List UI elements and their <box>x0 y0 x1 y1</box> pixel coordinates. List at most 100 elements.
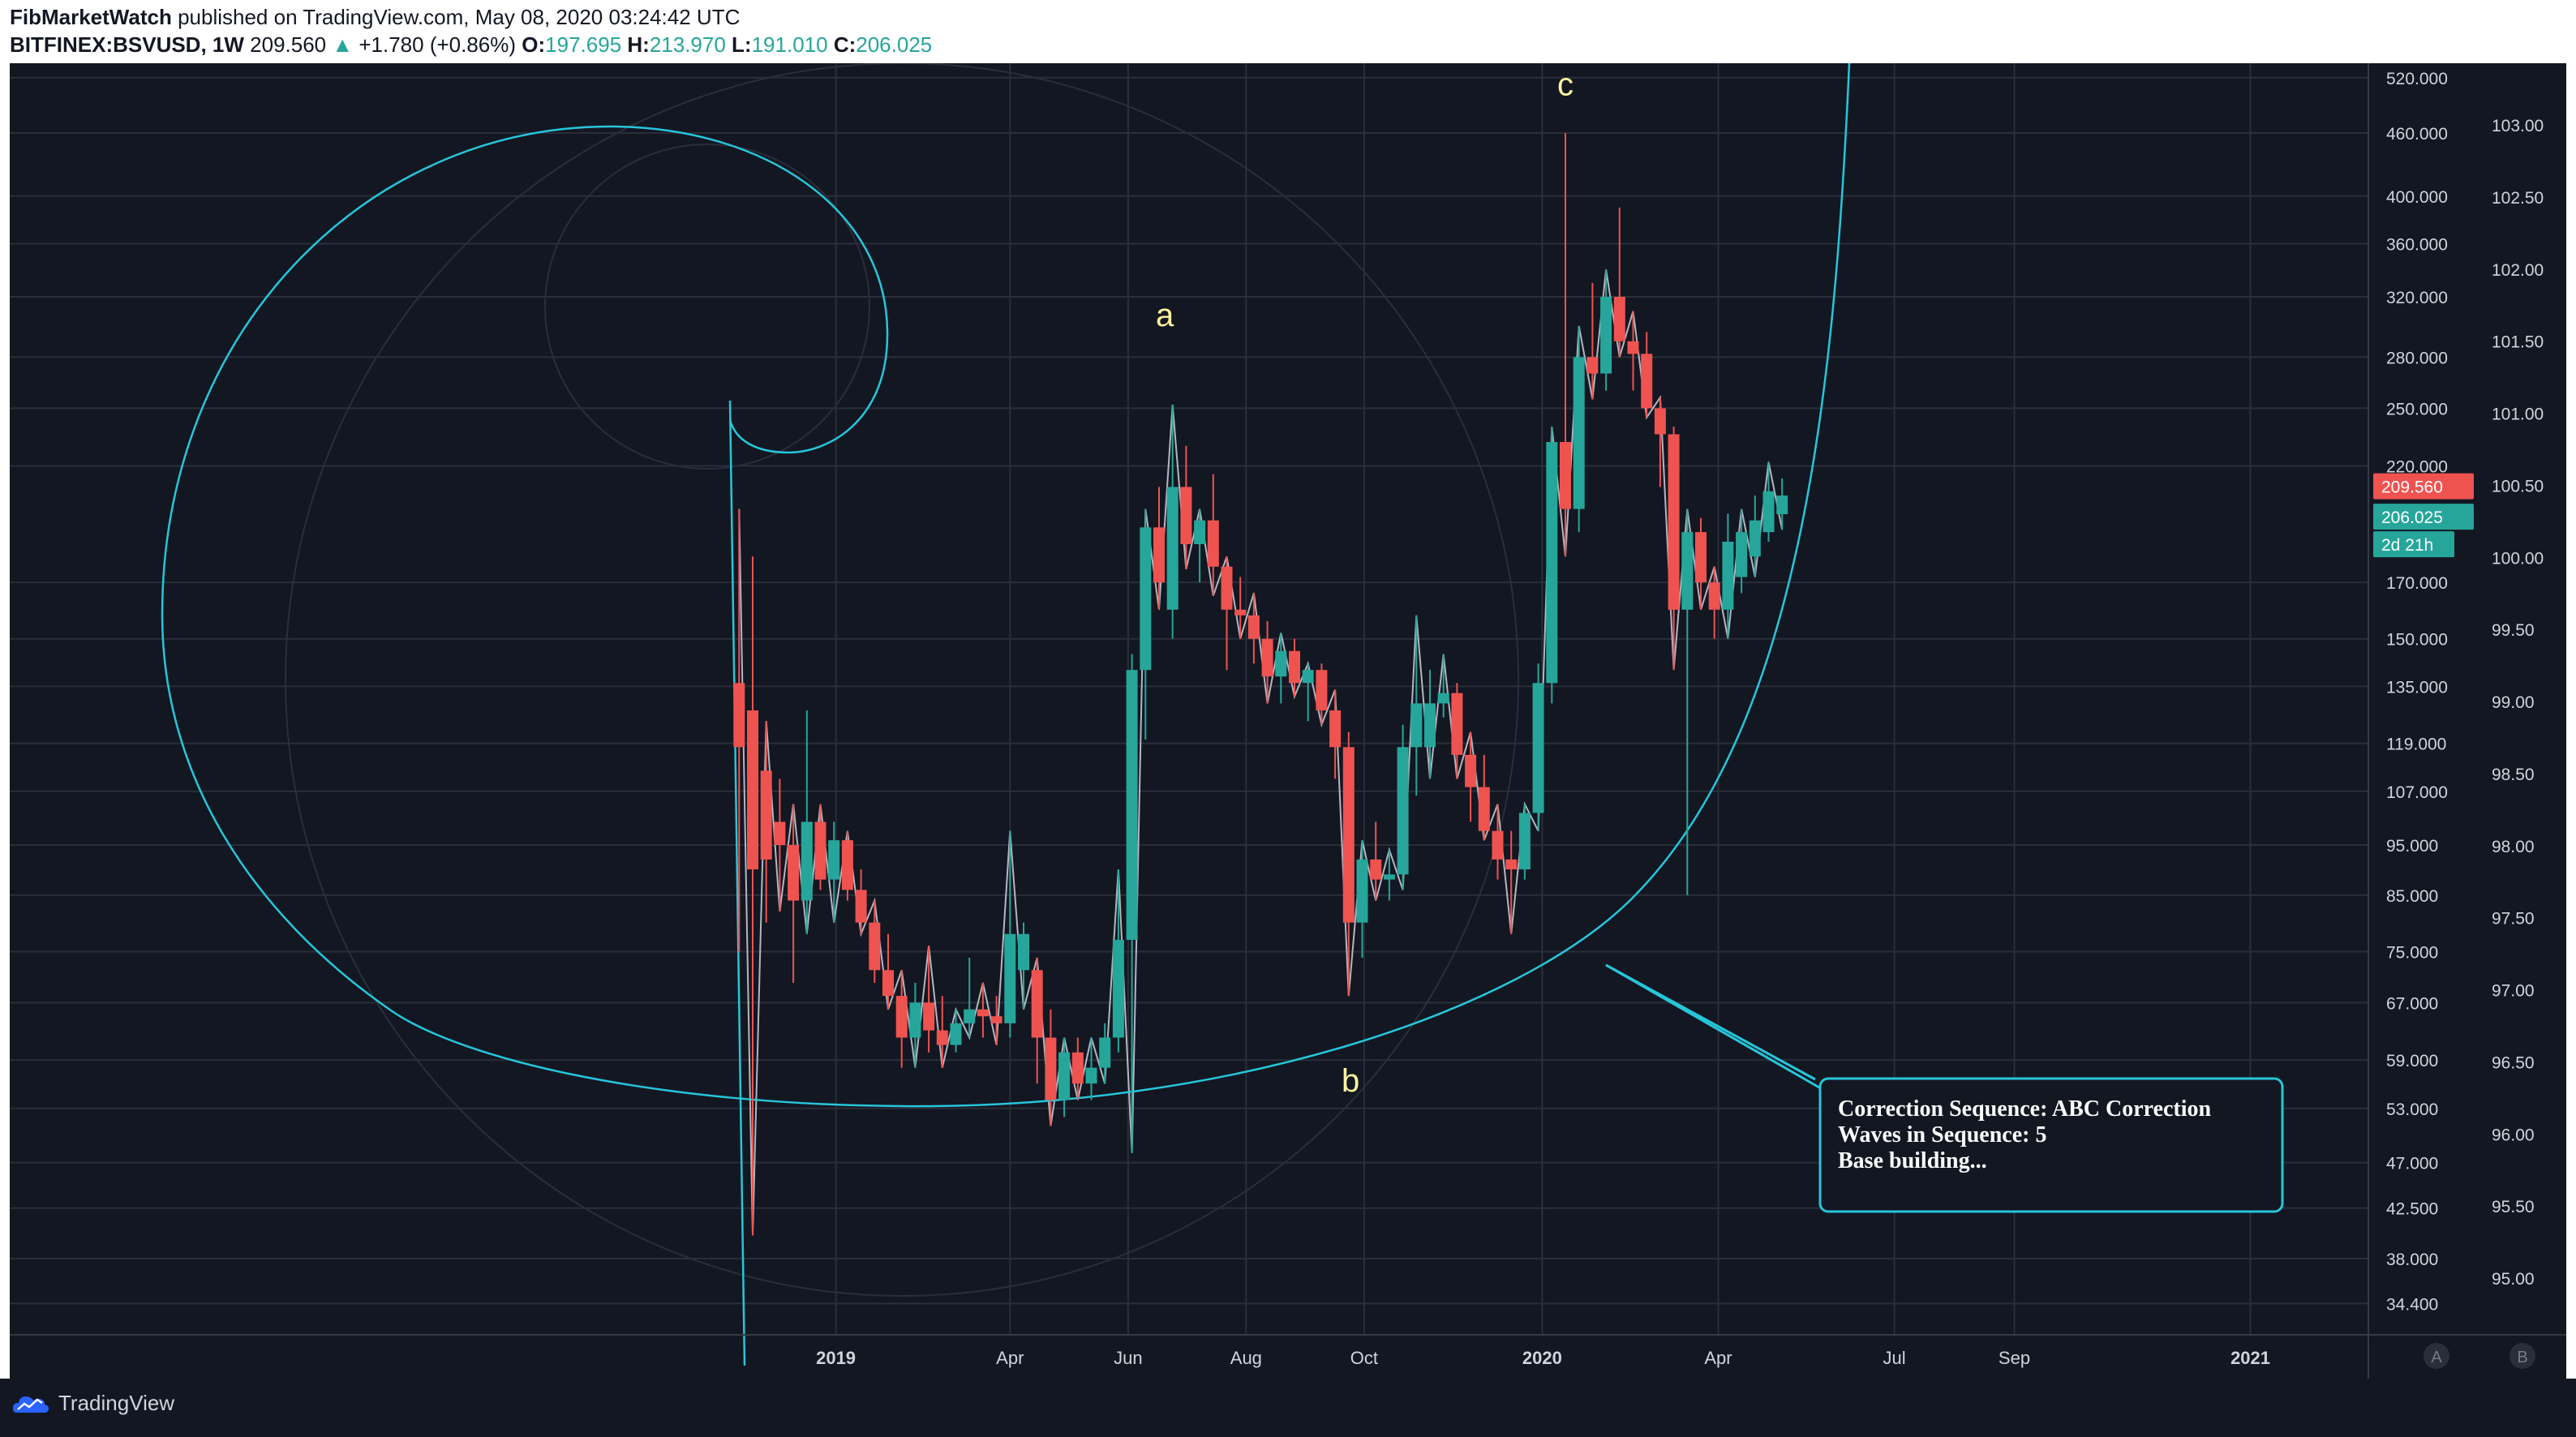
candle-down[interactable] <box>869 922 881 971</box>
author-name[interactable]: FibMarketWatch <box>10 5 172 29</box>
candle-down[interactable] <box>1478 787 1490 831</box>
candle-down[interactable] <box>1492 830 1504 860</box>
candle-up[interactable] <box>1018 933 1029 971</box>
price-tick-label: 119.000 <box>2386 736 2446 754</box>
candle-down[interactable] <box>1708 582 1720 610</box>
candle-down[interactable] <box>1370 859 1382 880</box>
candle-up[interactable] <box>1397 747 1409 875</box>
secondary-tick-label: 102.00 <box>2492 261 2544 280</box>
candle-up[interactable] <box>1681 532 1694 610</box>
candle-up[interactable] <box>1356 859 1368 923</box>
candle-down[interactable] <box>788 844 800 901</box>
candle-up[interactable] <box>1112 939 1124 1038</box>
price-tag <box>2373 504 2474 530</box>
price-tag <box>2373 531 2454 558</box>
candle-down[interactable] <box>1153 527 1165 583</box>
candle-up[interactable] <box>1275 650 1287 677</box>
price-tick-label: 59.000 <box>2386 1052 2438 1070</box>
candle-down[interactable] <box>1627 341 1639 354</box>
symbol-name[interactable]: BITFINEX:BSVUSD, 1W <box>10 32 244 57</box>
price-axis-panel[interactable] <box>2368 63 2566 1379</box>
candle-down[interactable] <box>1641 354 1653 409</box>
candle-down[interactable] <box>936 1030 948 1045</box>
candle-up[interactable] <box>950 1023 962 1045</box>
candle-up[interactable] <box>1518 813 1531 870</box>
candle-up[interactable] <box>1302 670 1314 684</box>
candle-up[interactable] <box>1410 703 1423 748</box>
price-tick-label: 280.000 <box>2386 349 2448 367</box>
candle-down[interactable] <box>1071 1052 1084 1084</box>
candle-down[interactable] <box>895 996 908 1038</box>
candle-down[interactable] <box>882 970 894 997</box>
candle-up[interactable] <box>1140 527 1152 671</box>
candle-up[interactable] <box>1546 441 1558 684</box>
candle-down[interactable] <box>1695 532 1707 583</box>
auto-scale-button[interactable] <box>2424 1343 2449 1369</box>
candle-down[interactable] <box>814 821 826 880</box>
candle-down[interactable] <box>1316 670 1328 711</box>
candle-up[interactable] <box>1600 296 1612 374</box>
price-tick-label: 67.000 <box>2386 994 2438 1013</box>
candle-down[interactable] <box>1654 408 1666 435</box>
candle-up[interactable] <box>1437 693 1449 704</box>
secondary-tick-label: 102.50 <box>2492 189 2544 208</box>
candle-up[interactable] <box>909 1002 921 1038</box>
candle-down[interactable] <box>1031 970 1043 1038</box>
candle-down[interactable] <box>1234 609 1247 616</box>
candle-up[interactable] <box>1573 357 1585 509</box>
candle-up[interactable] <box>828 840 840 880</box>
annotation-box[interactable] <box>1818 1077 2284 1213</box>
price-tick-label: 85.000 <box>2386 887 2438 906</box>
candle-up[interactable] <box>1058 1052 1071 1100</box>
candle-down[interactable] <box>1560 441 1571 509</box>
candle-up[interactable] <box>801 821 813 901</box>
chart-pane[interactable]: a b c 520.000 460.000 400.000 360.000 320.000 2… <box>10 63 2566 1379</box>
candle-up[interactable] <box>964 1009 976 1023</box>
candle-up[interactable] <box>1722 542 1734 610</box>
candle-down[interactable] <box>855 890 867 923</box>
candle-down[interactable] <box>774 821 786 845</box>
fib-guide-circle <box>544 144 870 470</box>
candle-down[interactable] <box>1668 434 1680 610</box>
candle-down[interactable] <box>747 710 758 870</box>
candle-down[interactable] <box>1613 296 1625 341</box>
candle-down[interactable] <box>1247 615 1260 639</box>
candle-up[interactable] <box>1166 487 1179 610</box>
candle-up[interactable] <box>1532 683 1544 813</box>
candle-down[interactable] <box>1289 650 1300 684</box>
open-label: O: <box>522 32 546 57</box>
candle-down[interactable] <box>1180 487 1192 545</box>
secondary-tick-label: 95.00 <box>2492 1270 2535 1289</box>
candle-up[interactable] <box>1194 520 1206 545</box>
candle-up[interactable] <box>1776 495 1788 515</box>
candle-up[interactable] <box>1749 520 1761 557</box>
candle-down[interactable] <box>1329 710 1342 748</box>
tradingview-logo[interactable]: TradingView <box>11 1390 174 1416</box>
candle-down[interactable] <box>1586 357 1599 374</box>
price-chart[interactable]: a b c 520.000 460.000 400.000 360.000 320.000 2… <box>10 63 2566 1379</box>
candle-down[interactable] <box>1505 859 1518 870</box>
candle-up[interactable] <box>1099 1037 1111 1068</box>
candle-down[interactable] <box>1342 747 1355 923</box>
candle-up[interactable] <box>1736 532 1748 577</box>
candle-down[interactable] <box>1465 754 1477 787</box>
candle-down[interactable] <box>1221 566 1233 610</box>
candle-up[interactable] <box>1004 933 1016 1023</box>
candle-down[interactable] <box>977 1009 989 1017</box>
candle-down[interactable] <box>1045 1037 1057 1100</box>
candle-down[interactable] <box>760 770 772 860</box>
candle-down[interactable] <box>841 840 853 890</box>
candle-up[interactable] <box>1085 1067 1097 1084</box>
candle-up[interactable] <box>1424 703 1436 748</box>
candle-down[interactable] <box>1261 638 1273 677</box>
candle-down[interactable] <box>1207 520 1219 567</box>
candle-down[interactable] <box>733 683 745 748</box>
candle-up[interactable] <box>1762 491 1775 533</box>
candle-down[interactable] <box>990 1016 1002 1023</box>
candle-down[interactable] <box>923 1002 935 1031</box>
candle-up[interactable] <box>1126 670 1138 940</box>
candle-up[interactable] <box>1383 874 1395 880</box>
candle-down[interactable] <box>1451 693 1463 755</box>
scale-b-button[interactable] <box>2509 1343 2535 1369</box>
close-value: 206.025 <box>856 32 933 57</box>
